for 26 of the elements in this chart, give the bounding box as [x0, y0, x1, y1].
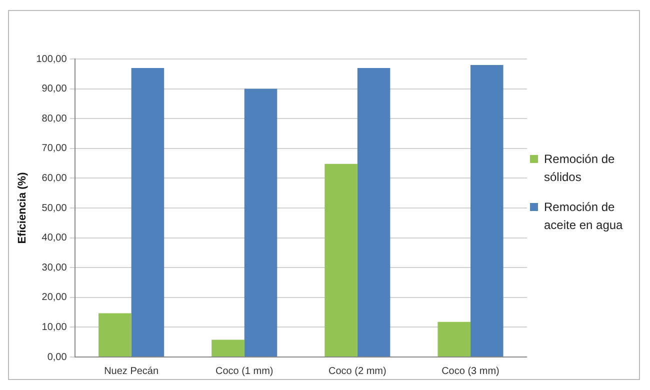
- y-tick-label: 80,00: [42, 113, 68, 124]
- bar: [244, 88, 278, 356]
- x-tick-label: Coco (3 mm): [442, 366, 500, 377]
- bar: [438, 322, 470, 356]
- bar: [98, 313, 132, 356]
- y-tick-label: 50,00: [42, 202, 68, 214]
- y-tick-label: 100,00: [36, 54, 68, 65]
- bar: [357, 68, 390, 356]
- bar: [212, 340, 244, 356]
- y-tick-label: 60,00: [42, 172, 68, 184]
- y-tick-label: 90,00: [42, 84, 68, 95]
- x-tick-label: Coco (1 mm): [215, 366, 274, 377]
- y-tick-label: 40,00: [42, 232, 68, 244]
- y-tick-label: 10,00: [42, 322, 68, 333]
- y-tick-label: 30,00: [42, 262, 68, 274]
- bar: [470, 64, 504, 356]
- bar: [324, 164, 358, 356]
- y-axis-title: Eficiencia (%): [16, 172, 29, 244]
- y-tick-label: 0,00: [47, 352, 68, 363]
- legend-label: Remoción de sólidos: [544, 151, 616, 186]
- legend-label: Remoción de aceite en agua: [544, 199, 624, 234]
- x-tick-label: Coco (2 mm): [328, 366, 386, 377]
- y-tick-label: 20,00: [42, 292, 68, 304]
- x-tick-label: Nuez Pecán: [104, 366, 159, 377]
- bar: [131, 68, 164, 356]
- y-tick-label: 70,00: [42, 143, 68, 154]
